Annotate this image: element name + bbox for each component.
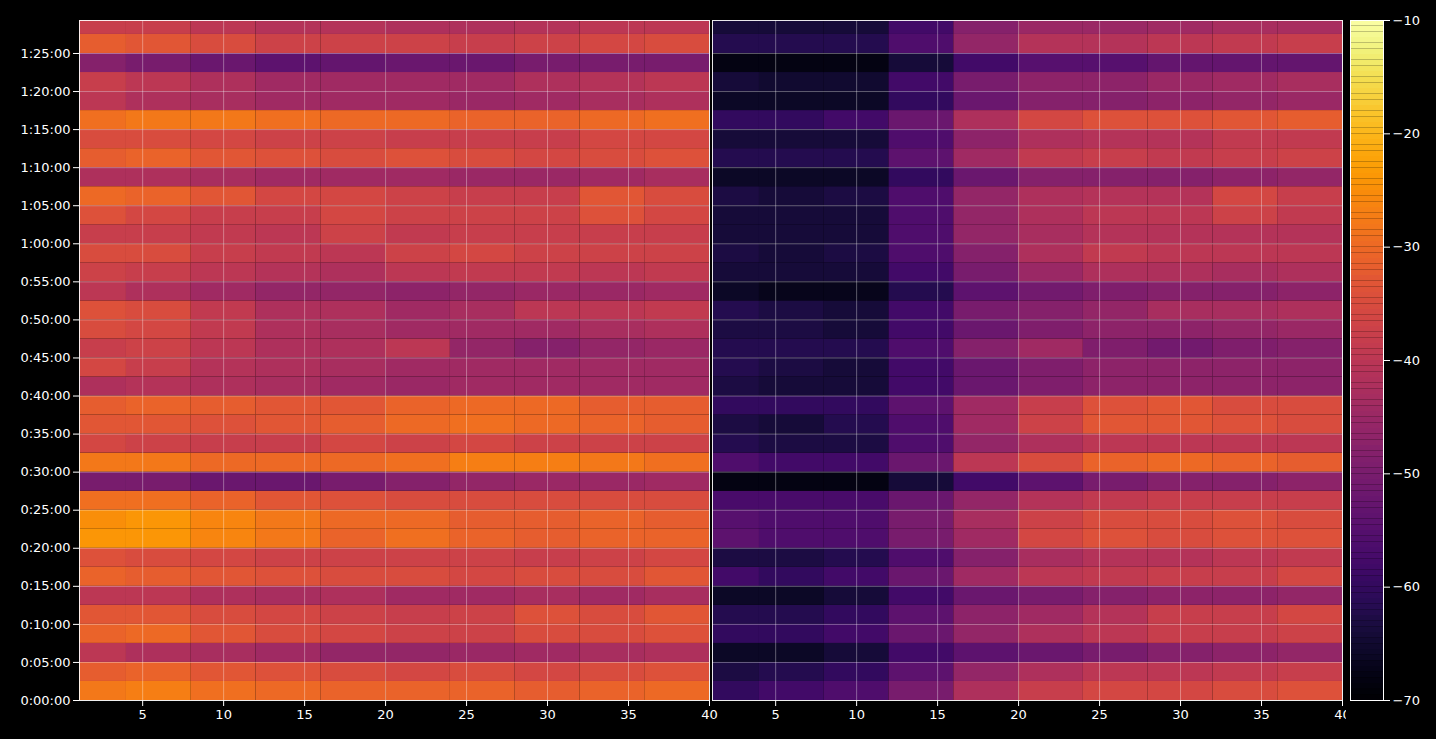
svg-text:0:30:00: 0:30:00: [20, 464, 70, 479]
svg-text:−20: −20: [1393, 126, 1420, 141]
svg-text:1:00:00: 1:00:00: [20, 236, 70, 251]
svg-text:35: 35: [620, 707, 637, 722]
svg-text:−50: −50: [1393, 466, 1420, 481]
svg-text:−10: −10: [1393, 13, 1420, 28]
svg-text:−30: −30: [1393, 239, 1420, 254]
svg-text:15: 15: [296, 707, 313, 722]
svg-text:1:15:00: 1:15:00: [20, 122, 70, 137]
svg-text:0:05:00: 0:05:00: [20, 655, 70, 670]
svg-text:40: 40: [701, 707, 718, 722]
svg-text:−70: −70: [1393, 693, 1420, 708]
svg-text:20: 20: [377, 707, 394, 722]
svg-text:0:40:00: 0:40:00: [20, 388, 70, 403]
svg-text:0:15:00: 0:15:00: [20, 578, 70, 593]
svg-text:10: 10: [215, 707, 232, 722]
svg-text:0:20:00: 0:20:00: [20, 540, 70, 555]
svg-text:−60: −60: [1393, 579, 1420, 594]
svg-text:−40: −40: [1393, 353, 1420, 368]
svg-text:30: 30: [539, 707, 556, 722]
svg-text:0:25:00: 0:25:00: [20, 502, 70, 517]
svg-text:25: 25: [458, 707, 475, 722]
svg-text:0:35:00: 0:35:00: [20, 426, 70, 441]
svg-text:1:05:00: 1:05:00: [20, 198, 70, 213]
svg-text:40: 40: [1334, 706, 1351, 722]
svg-text:35: 35: [1253, 707, 1270, 722]
svg-text:1:25:00: 1:25:00: [20, 46, 70, 61]
svg-text:0:10:00: 0:10:00: [20, 617, 70, 632]
svg-text:0:55:00: 0:55:00: [20, 274, 70, 289]
svg-text:0:00:00: 0:00:00: [20, 693, 70, 708]
svg-text:20: 20: [1010, 707, 1027, 722]
svg-text:5: 5: [139, 707, 147, 722]
svg-text:25: 25: [1091, 707, 1108, 722]
svg-text:1:10:00: 1:10:00: [20, 160, 70, 175]
svg-text:0:45:00: 0:45:00: [20, 350, 70, 365]
svg-text:15: 15: [929, 707, 946, 722]
svg-text:30: 30: [1172, 707, 1189, 722]
svg-text:5: 5: [772, 707, 780, 722]
svg-text:10: 10: [848, 707, 865, 722]
svg-text:0:50:00: 0:50:00: [20, 312, 70, 327]
svg-text:1:20:00: 1:20:00: [20, 84, 70, 99]
